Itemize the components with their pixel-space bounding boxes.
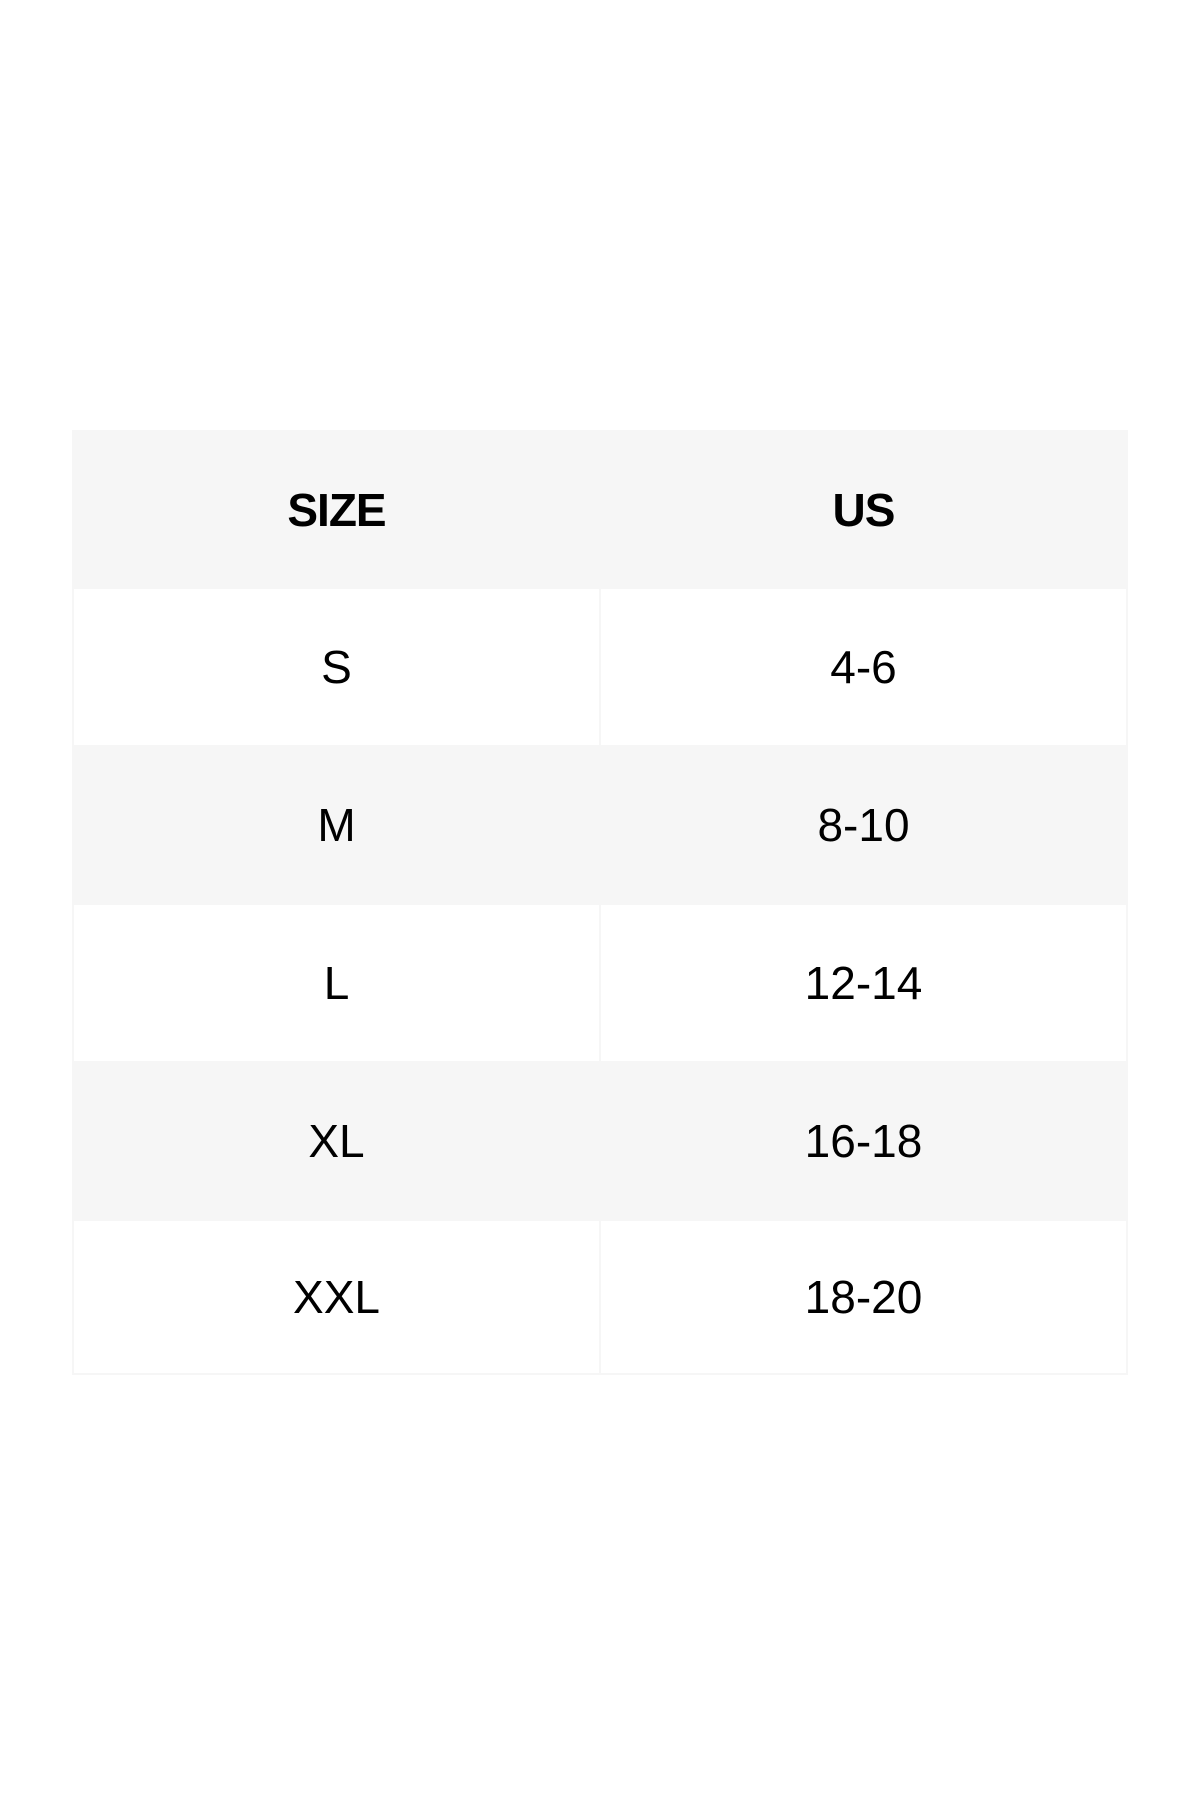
- us-cell: 8-10: [599, 745, 1128, 905]
- table-row: L 12-14: [72, 903, 1128, 1063]
- size-cell: XXL: [72, 1219, 601, 1375]
- us-cell: 12-14: [599, 903, 1128, 1063]
- table-row: XXL 18-20: [72, 1219, 1128, 1375]
- us-cell: 4-6: [599, 587, 1128, 747]
- table-row: M 8-10: [72, 745, 1128, 905]
- size-cell: S: [72, 587, 601, 747]
- size-cell: XL: [72, 1061, 601, 1221]
- table-row: XL 16-18: [72, 1061, 1128, 1221]
- header-us: US: [599, 430, 1128, 589]
- table-row: S 4-6: [72, 587, 1128, 747]
- size-cell: M: [72, 745, 601, 905]
- size-chart-table: SIZE US S 4-6 M 8-10 L 12-14 XL 16-18 XX…: [72, 430, 1128, 1375]
- us-cell: 16-18: [599, 1061, 1128, 1221]
- header-row: SIZE US: [72, 430, 1128, 589]
- size-cell: L: [72, 903, 601, 1063]
- header-size: SIZE: [72, 430, 601, 589]
- us-cell: 18-20: [599, 1219, 1128, 1375]
